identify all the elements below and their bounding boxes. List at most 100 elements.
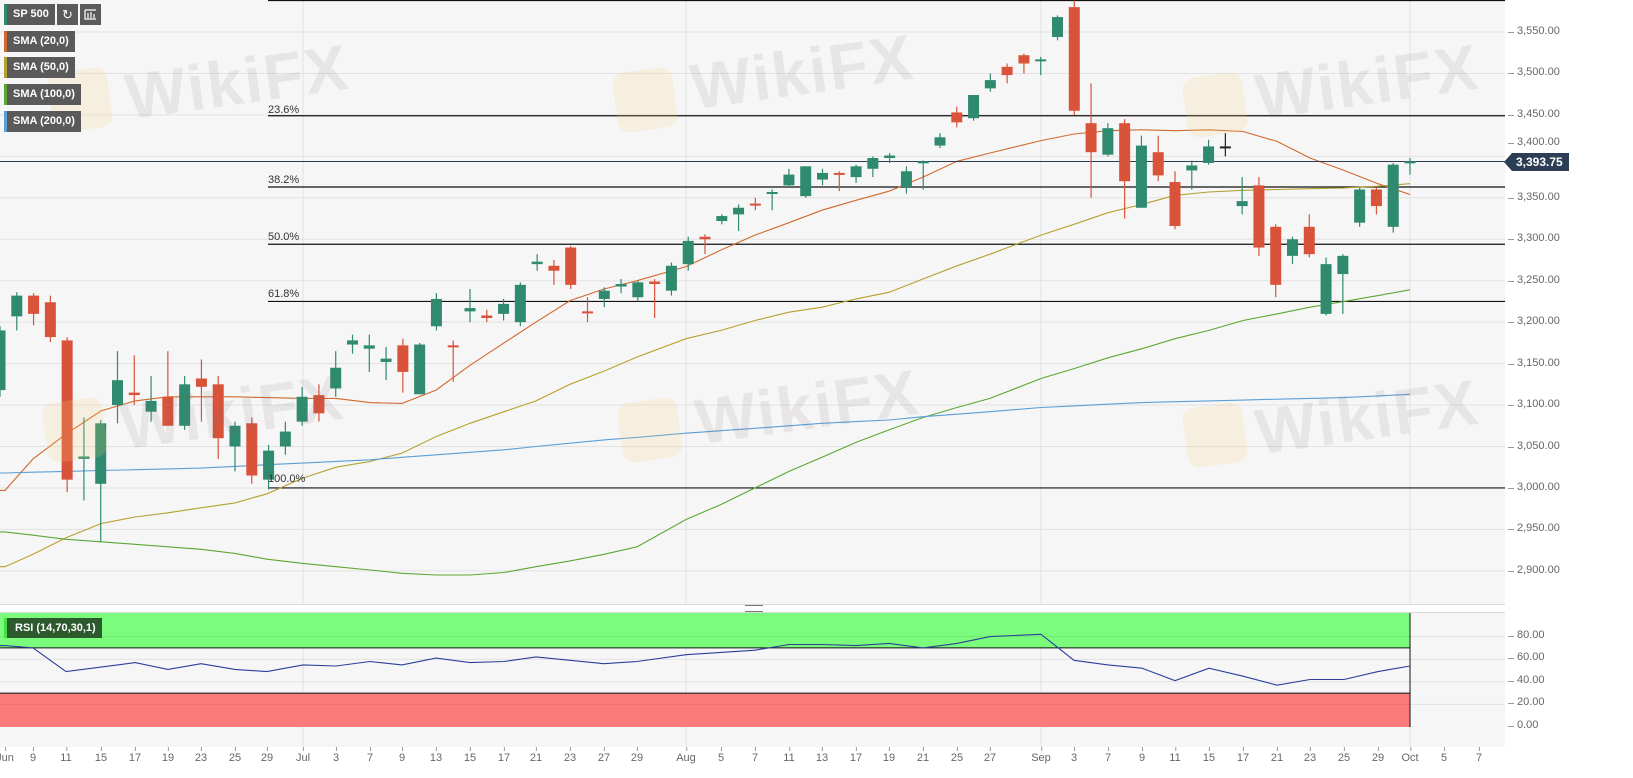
time-axis-label: 9 bbox=[29, 747, 37, 764]
candle bbox=[1320, 257, 1332, 316]
candle-body bbox=[682, 240, 694, 265]
indicator-label: SMA (20,0) bbox=[13, 35, 69, 47]
time-axis-label: 7 bbox=[366, 747, 374, 764]
price-chart-canvas[interactable] bbox=[0, 0, 1505, 604]
candle-body bbox=[296, 396, 308, 422]
candle-body bbox=[11, 295, 23, 317]
price-axis-label: 3,000.00 bbox=[1508, 480, 1560, 493]
indicator-sma-50[interactable]: SMA (50,0) bbox=[4, 57, 75, 78]
candle-body bbox=[598, 290, 610, 299]
indicator-sma-100[interactable]: SMA (100,0) bbox=[4, 84, 81, 105]
candle bbox=[615, 279, 627, 294]
candle bbox=[1068, 0, 1080, 115]
candle-body bbox=[749, 203, 761, 206]
candle bbox=[1236, 177, 1248, 215]
candle-body bbox=[565, 247, 577, 285]
candle bbox=[766, 189, 778, 211]
refresh-icon[interactable]: ↻ bbox=[56, 4, 78, 25]
candle bbox=[1152, 135, 1164, 182]
watermark-logo bbox=[611, 66, 679, 134]
time-axis-label: 17 bbox=[128, 747, 142, 764]
candle-body bbox=[716, 216, 728, 222]
time-axis-label: 9 bbox=[1138, 747, 1146, 764]
overbought-zone bbox=[0, 613, 1410, 648]
watermark-logo bbox=[1181, 71, 1249, 139]
time-axis-label: 29 bbox=[260, 747, 274, 764]
candle bbox=[699, 234, 711, 255]
time-axis-label: Jun bbox=[0, 747, 14, 764]
rsi-axis-label: 60.00 bbox=[1508, 651, 1545, 664]
price-axis-label: 3,250.00 bbox=[1508, 273, 1560, 286]
candle bbox=[1370, 187, 1382, 215]
candle bbox=[884, 153, 896, 163]
candle bbox=[833, 171, 845, 192]
time-axis-label: 9 bbox=[398, 747, 406, 764]
indicator-sma-200[interactable]: SMA (200,0) bbox=[4, 111, 81, 132]
candle-body bbox=[917, 161, 929, 164]
rsi-panel[interactable]: RSI (14,70,30,1) bbox=[0, 612, 1505, 747]
price-axis-label: 3,500.00 bbox=[1508, 66, 1560, 79]
candle bbox=[28, 293, 40, 326]
candle bbox=[665, 262, 677, 296]
candle bbox=[95, 419, 107, 542]
candle bbox=[682, 236, 694, 271]
sma-line-100-0 bbox=[0, 289, 1411, 576]
candle bbox=[531, 254, 543, 271]
candle-body bbox=[934, 137, 946, 146]
candle bbox=[850, 164, 862, 183]
candle-body bbox=[162, 396, 174, 426]
price-chart-panel[interactable]: WikiFX WikiFX WikiFX WikiFX WikiFX WikiF… bbox=[0, 0, 1505, 605]
bar-chart-icon[interactable] bbox=[79, 4, 101, 25]
candle bbox=[1001, 63, 1013, 84]
candle-body bbox=[968, 95, 980, 119]
candle-body bbox=[1102, 128, 1114, 155]
time-axis-label: 19 bbox=[882, 747, 896, 764]
candle-body bbox=[884, 155, 896, 159]
time-axis-label: 11 bbox=[1169, 747, 1181, 764]
price-axis-label: 3,450.00 bbox=[1508, 107, 1560, 120]
candle-body bbox=[951, 112, 963, 123]
candle-body bbox=[1320, 264, 1332, 314]
candle bbox=[917, 160, 929, 190]
time-axis-label: 7 bbox=[1475, 747, 1483, 764]
candle-body bbox=[1203, 146, 1215, 163]
rsi-indicator-label[interactable]: RSI (14,70,30,1) bbox=[4, 618, 102, 638]
time-axis-label: 29 bbox=[1371, 747, 1385, 764]
candle-body bbox=[867, 158, 879, 169]
time-axis-label: 25 bbox=[228, 747, 242, 764]
candle-body bbox=[699, 236, 711, 240]
panel-resize-handle[interactable] bbox=[745, 605, 763, 612]
candle-body bbox=[414, 344, 426, 395]
price-axis-label: 3,350.00 bbox=[1508, 190, 1560, 203]
symbol-button[interactable]: SP 500 bbox=[4, 4, 55, 25]
candle-body bbox=[1052, 17, 1063, 37]
price-axis[interactable]: 3,550.00 3,500.00 3,450.00 3,400.00 3,350.00… bbox=[1505, 0, 1633, 778]
candle bbox=[330, 351, 342, 397]
time-axis-label: 7 bbox=[1104, 747, 1112, 764]
time-axis-label: Sep bbox=[1031, 747, 1051, 764]
candle-body bbox=[1270, 226, 1282, 285]
time-axis[interactable]: Jun 9 11 15 17 19 23 25 29 Jul 3 7 9 13 15 17 21 23 27 29 Au… bbox=[0, 747, 1505, 778]
time-axis-label: 21 bbox=[529, 747, 543, 764]
sma-line-200-0 bbox=[0, 393, 1411, 474]
candle-body bbox=[363, 345, 375, 349]
candle bbox=[548, 259, 560, 285]
candle-body bbox=[380, 358, 392, 362]
rsi-axis-label: 40.00 bbox=[1508, 673, 1545, 686]
candle bbox=[246, 417, 258, 484]
candle-body bbox=[984, 80, 996, 89]
candle bbox=[749, 197, 761, 211]
candle-body bbox=[179, 384, 191, 426]
candle-body bbox=[766, 191, 778, 194]
candle bbox=[296, 386, 308, 426]
time-axis-label: 21 bbox=[916, 747, 930, 764]
indicator-sma-20[interactable]: SMA (20,0) bbox=[4, 31, 75, 52]
rsi-axis-label: 80.00 bbox=[1508, 628, 1545, 641]
candle-body bbox=[1370, 189, 1382, 207]
candle bbox=[78, 417, 90, 501]
candle bbox=[397, 338, 409, 393]
candle-body bbox=[229, 425, 241, 447]
candle bbox=[1018, 53, 1030, 74]
candle-body bbox=[128, 392, 140, 396]
candle-body bbox=[195, 378, 207, 387]
